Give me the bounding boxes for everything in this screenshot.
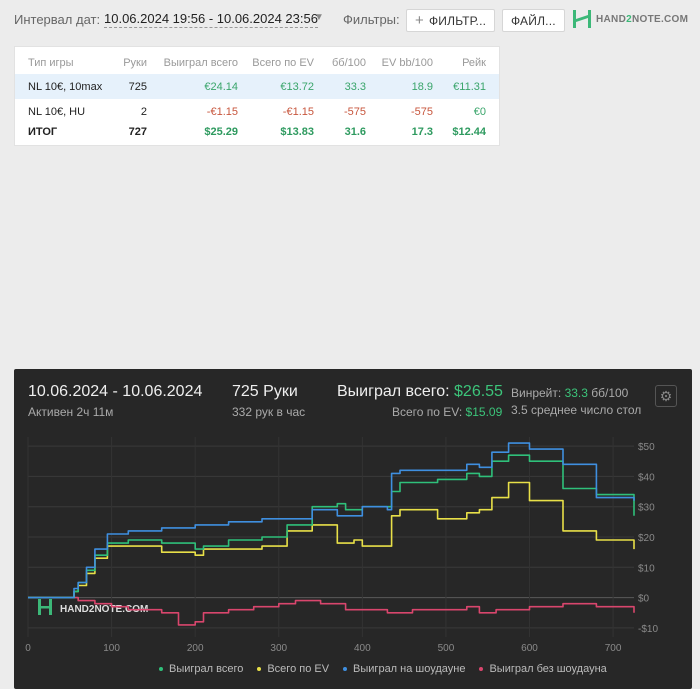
series-line <box>28 442 635 599</box>
cell-total-bb100: 31.6 <box>344 126 366 138</box>
cell-ev-total: -€1.15 <box>282 106 314 118</box>
series-line <box>28 454 635 599</box>
panel-hands: 725 Руки <box>232 383 298 400</box>
cell-ev-total: €13.72 <box>280 81 314 93</box>
cell-won-total: -€1.15 <box>206 106 238 118</box>
y-tick-label: $10 <box>638 563 655 574</box>
y-tick-label: $40 <box>638 472 655 483</box>
y-tick-label: $50 <box>638 442 655 453</box>
panel-winrate: Винрейт: 33.3 бб/100 <box>511 386 629 400</box>
legend-label: Выиграл без шоудауна <box>489 663 607 675</box>
table-row[interactable]: NL 10€, 10max 725 €24.14 €13.72 33.3 18.… <box>15 74 499 99</box>
won-total-value: $26.55 <box>454 383 503 400</box>
cell-hands: 2 <box>140 106 147 118</box>
chart-watermark: HAND2NOTE.COM <box>60 604 148 615</box>
table-header: Тип игры Руки Выиграл всего Всего по EV … <box>15 49 499 74</box>
cell-hands: 725 <box>128 81 147 93</box>
ev-total-value: $15.09 <box>465 405 503 419</box>
col-ev-bb100[interactable]: EV bb/100 <box>381 57 433 69</box>
file-button[interactable]: ФАЙЛ... <box>502 9 565 32</box>
col-rake[interactable]: Рейк <box>462 57 486 69</box>
hand2note-logo: HAND2NOTE.COM <box>573 10 688 28</box>
chart-legend: Выиграл всего Всего по EV Выиграл на шоуда… <box>159 663 607 675</box>
logo-text: HAND2NOTE.COM <box>596 13 689 25</box>
x-tick-label: 300 <box>270 643 287 654</box>
plus-icon: + <box>415 12 424 29</box>
panel-won-total: Выиграл всего: $26.55 <box>337 383 503 400</box>
x-tick-label: 100 <box>103 643 120 654</box>
panel-active-time: Активен 2ч 11м <box>28 405 114 419</box>
results-table: Тип игры Руки Выиграл всего Всего по EV … <box>14 46 500 146</box>
cell-total-ev: $13.83 <box>280 126 314 138</box>
cell-total-ev-bb100: 17.3 <box>411 126 433 138</box>
col-bb100[interactable]: бб/100 <box>331 57 366 69</box>
legend-label: Выиграл всего <box>169 663 244 675</box>
table-total-row: ИТОГ 727 $25.29 $13.83 31.6 17.3 $12.44 <box>15 119 499 144</box>
watermark-logo-icon <box>49 599 52 615</box>
winrate-value: 33.3 <box>564 386 588 400</box>
series-line <box>28 596 635 626</box>
watermark-logo-icon <box>41 606 49 609</box>
cell-total-hands: 727 <box>128 126 147 138</box>
cell-rake: €0 <box>473 106 486 118</box>
cell-game-type: NL 10€, 10max <box>28 81 103 93</box>
col-won-total[interactable]: Выиграл всего <box>163 57 238 69</box>
legend-dot-icon <box>343 667 348 671</box>
cell-bb100: 33.3 <box>344 81 366 93</box>
filter-button-label: ФИЛЬТР... <box>428 13 487 28</box>
profit-chart: $50 $40 $30 $20 $10 $0 -$10 0 100 200 300 400 500 600… <box>25 437 658 654</box>
legend-dot-icon <box>257 667 262 671</box>
cell-game-type: NL 10€, HU <box>28 106 86 118</box>
y-tick-label: $0 <box>638 594 650 605</box>
hand2note-logo-icon <box>573 10 591 28</box>
table-row[interactable]: NL 10€, HU 2 -€1.15 -€1.15 -575 -575 €0 <box>15 99 499 124</box>
col-hands[interactable]: Руки <box>123 57 147 69</box>
legend-item[interactable]: Выиграл на шоудауне <box>343 663 465 675</box>
legend-label: Выиграл на шоудауне <box>353 663 466 675</box>
date-range-picker[interactable]: 10.06.2024 19:56 - 10.06.2024 23:56 <box>104 11 318 28</box>
y-tick-label: $30 <box>638 503 655 514</box>
cell-ev-bb100: -575 <box>410 106 433 118</box>
x-tick-label: 0 <box>25 643 31 654</box>
cell-total-label: ИТОГ <box>28 126 58 138</box>
cell-bb100: -575 <box>343 106 366 118</box>
cell-won-total: €24.14 <box>204 81 238 93</box>
x-tick-label: 400 <box>354 643 371 654</box>
x-tick-label: 600 <box>521 643 538 654</box>
col-game-type[interactable]: Тип игры <box>28 57 74 69</box>
x-tick-label: 200 <box>187 643 204 654</box>
panel-hands-per-hour: 332 рук в час <box>232 405 306 419</box>
cell-rake: €11.31 <box>453 81 486 93</box>
series-line <box>28 481 635 599</box>
panel-date-range: 10.06.2024 - 10.06.2024 <box>28 383 203 400</box>
toolbar: Интервал дат: 10.06.2024 19:56 - 10.06.2… <box>0 0 700 40</box>
filter-button[interactable]: + ФИЛЬТР... <box>406 9 495 32</box>
interval-label: Интервал дат: <box>14 12 101 27</box>
y-tick-label: $20 <box>638 533 655 544</box>
x-tick-label: 700 <box>605 643 622 654</box>
legend-dot-icon <box>479 667 484 671</box>
y-tick-label: -$10 <box>638 624 658 635</box>
filters-label: Фильтры: <box>343 12 400 27</box>
file-button-label: ФАЙЛ... <box>511 13 556 28</box>
panel-ev-total: Всего по EV: $15.09 <box>392 405 503 419</box>
legend-item[interactable]: Выиграл без шоудауна <box>479 663 607 675</box>
legend-dot-icon <box>159 667 163 671</box>
cell-ev-bb100: 18.9 <box>411 81 433 93</box>
cell-total-won: $25.29 <box>204 126 238 138</box>
chevron-down-icon[interactable]: ▼ <box>314 12 324 23</box>
gear-icon[interactable]: ⚙ <box>655 385 677 407</box>
panel-avg-tables: 3.5 среднее число столов <box>511 403 641 417</box>
col-ev-total[interactable]: Всего по EV <box>252 57 314 69</box>
cell-total-rake: $12.44 <box>452 126 486 138</box>
session-stats-panel: 10.06.2024 - 10.06.2024 Активен 2ч 11м 7… <box>14 369 692 689</box>
legend-label: Всего по EV <box>267 663 330 675</box>
legend-item[interactable]: Выиграл всего <box>159 663 243 675</box>
watermark-logo-icon <box>38 599 41 615</box>
legend-item[interactable]: Всего по EV <box>257 663 329 675</box>
x-tick-label: 500 <box>438 643 455 654</box>
